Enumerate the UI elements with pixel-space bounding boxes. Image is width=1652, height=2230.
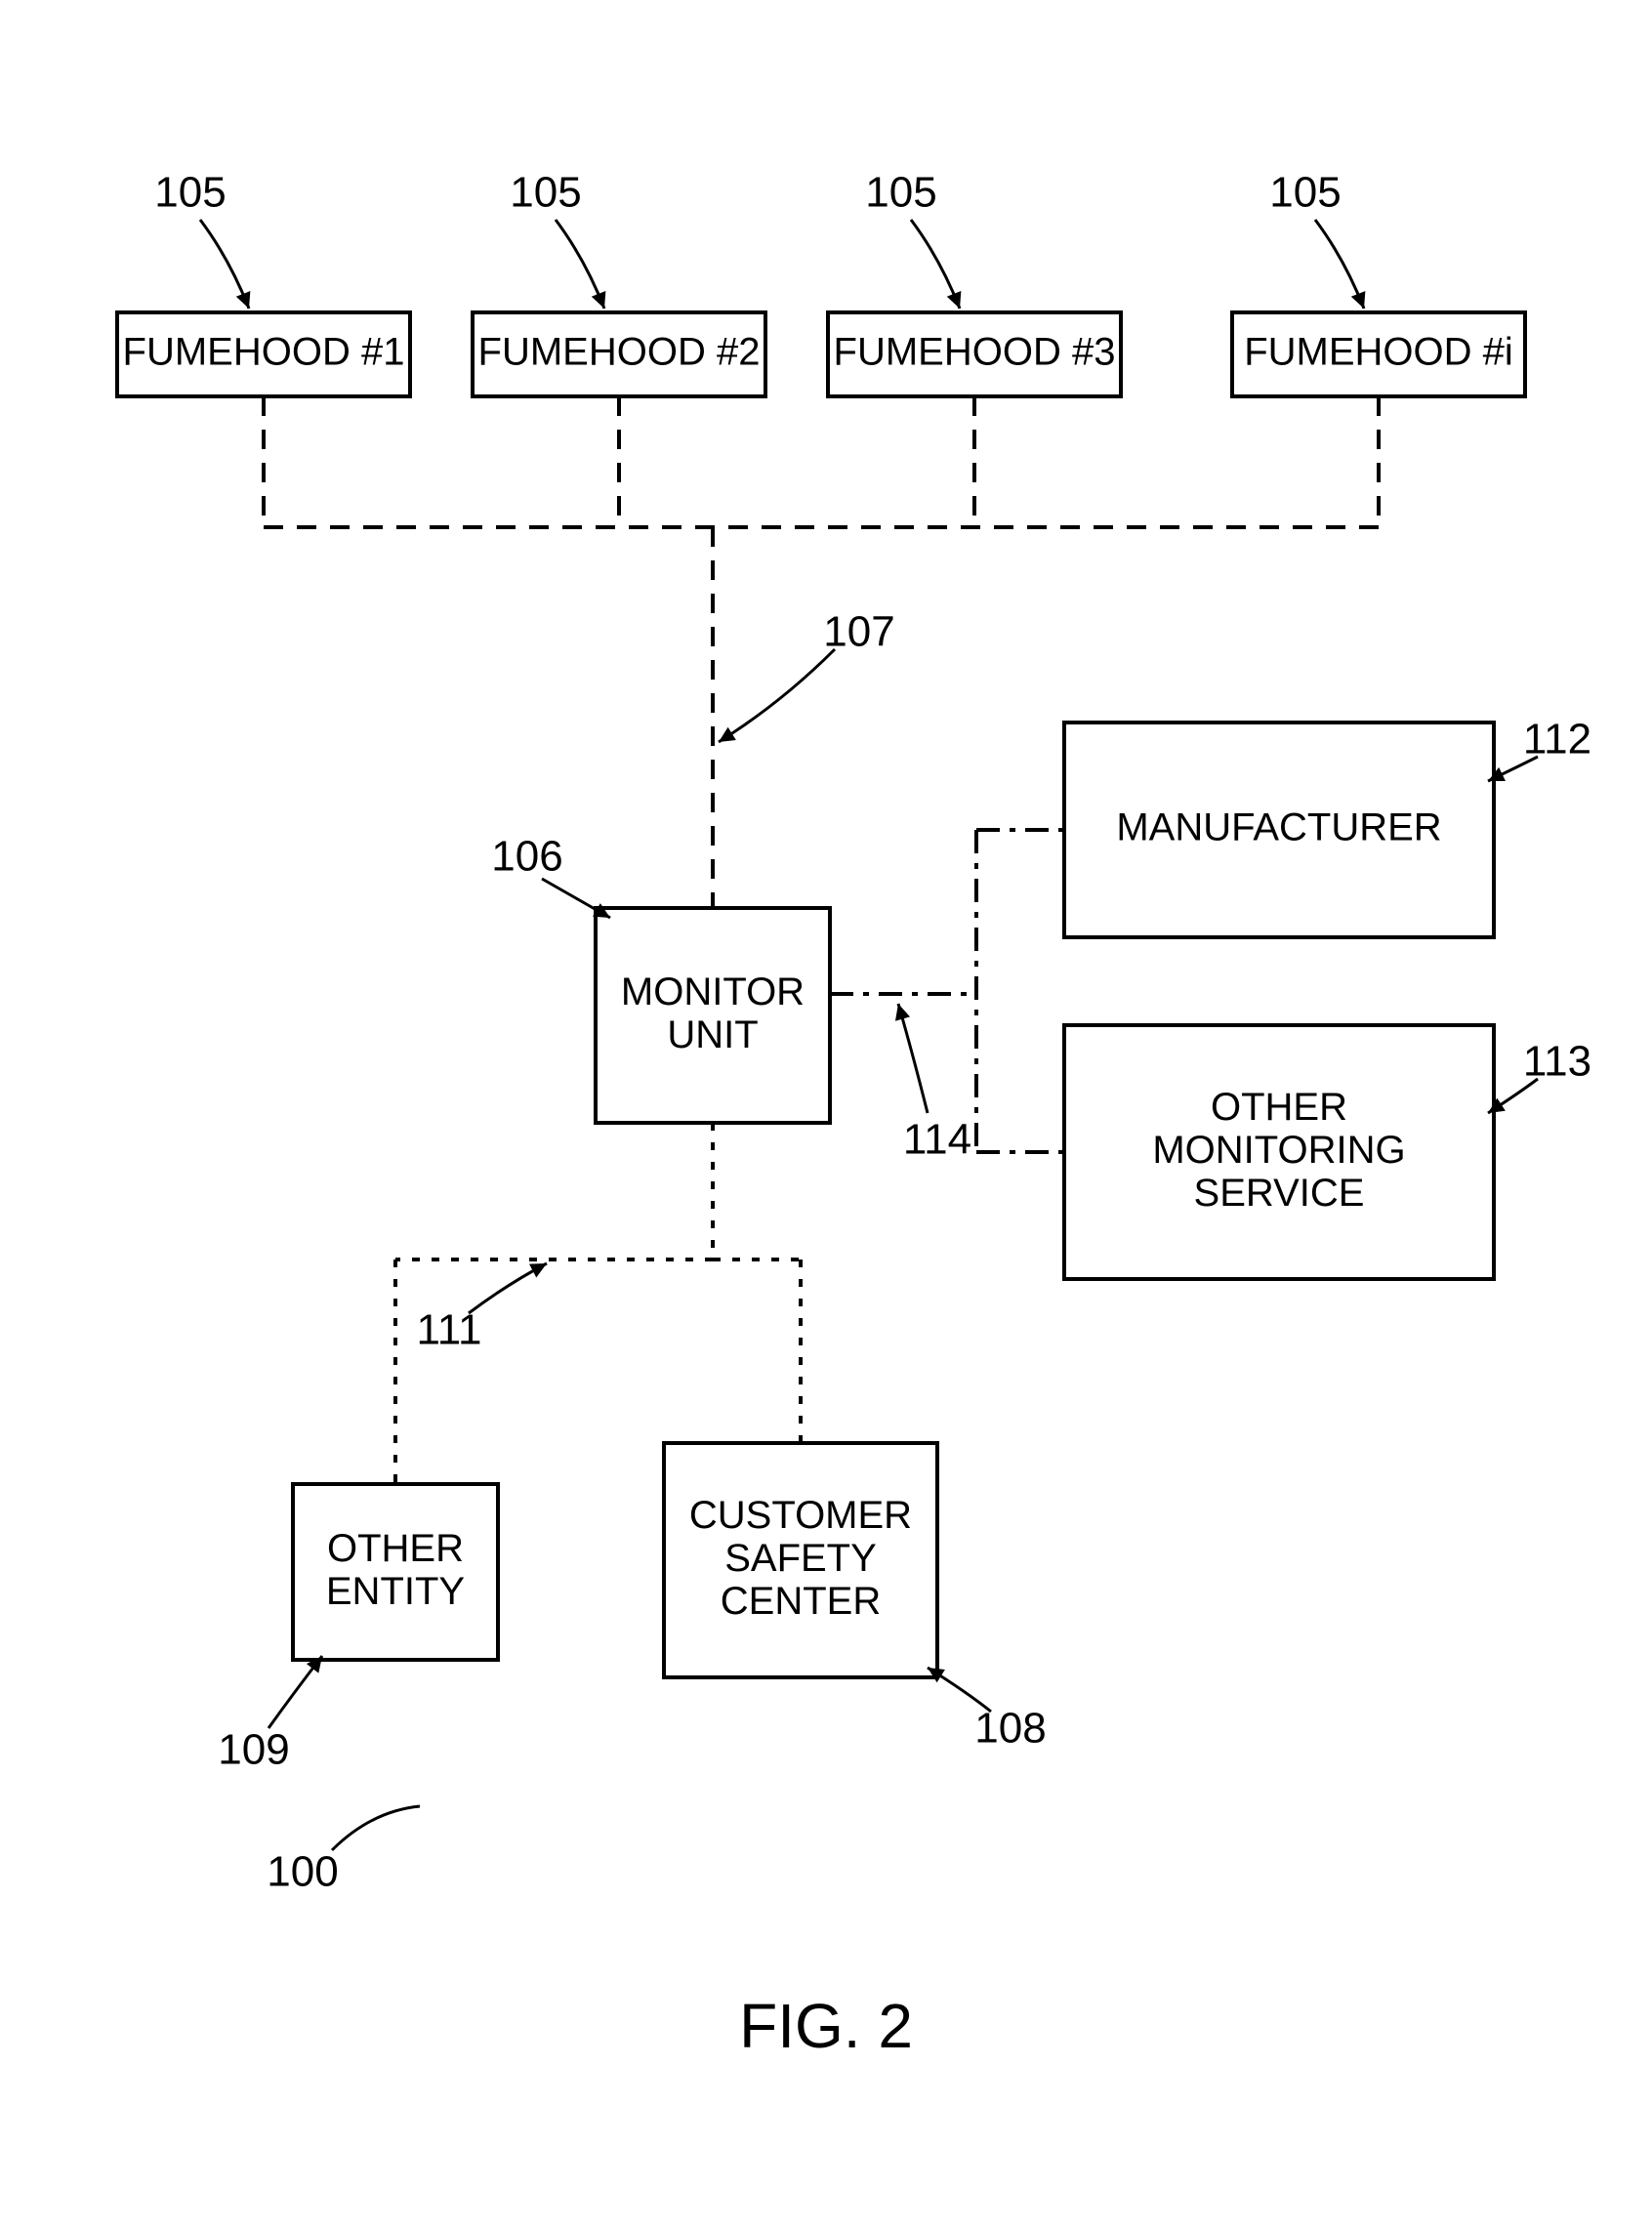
monitor-box: MONITORUNIT <box>596 908 830 1123</box>
ref-105 <box>911 220 961 309</box>
svg-text:105: 105 <box>1269 169 1341 217</box>
svg-text:105: 105 <box>510 169 581 217</box>
svg-text:FIG. 2: FIG. 2 <box>739 1991 913 2061</box>
ref-108 <box>928 1668 991 1712</box>
custSafety-box: CUSTOMERSAFETYCENTER <box>664 1443 937 1677</box>
svg-text:FUMEHOOD #1: FUMEHOOD #1 <box>123 331 405 374</box>
svg-text:100: 100 <box>267 1848 338 1896</box>
manufacturer-box: MANUFACTURER <box>1064 723 1494 937</box>
svg-text:108: 108 <box>974 1705 1046 1753</box>
ref-106 <box>542 879 610 918</box>
svg-text:112: 112 <box>1523 716 1591 764</box>
svg-text:111: 111 <box>417 1306 482 1354</box>
fumehood3-box: FUMEHOOD #3 <box>828 312 1121 396</box>
ref-107 <box>719 649 835 742</box>
ref-105 <box>556 220 605 309</box>
otherEntity-box: OTHERENTITY <box>293 1484 498 1660</box>
svg-text:FUMEHOOD #3: FUMEHOOD #3 <box>834 331 1116 374</box>
svg-text:113: 113 <box>1523 1038 1591 1086</box>
fumehood2-box: FUMEHOOD #2 <box>473 312 765 396</box>
svg-text:FUMEHOOD #2: FUMEHOOD #2 <box>478 331 761 374</box>
ref-109 <box>268 1656 322 1728</box>
svg-text:109: 109 <box>218 1726 289 1774</box>
svg-text:107: 107 <box>823 608 894 656</box>
fumehood1-box: FUMEHOOD #1 <box>117 312 410 396</box>
svg-text:OTHERENTITY: OTHERENTITY <box>326 1527 465 1613</box>
ref-105 <box>1315 220 1365 309</box>
ref-111 <box>469 1263 547 1313</box>
svg-text:105: 105 <box>154 169 226 217</box>
svg-text:105: 105 <box>865 169 936 217</box>
svg-text:106: 106 <box>491 833 562 881</box>
svg-text:MANUFACTURER: MANUFACTURER <box>1116 806 1441 849</box>
svg-text:FUMEHOOD #i: FUMEHOOD #i <box>1244 331 1513 374</box>
otherMonSvc-box: OTHERMONITORINGSERVICE <box>1064 1025 1494 1279</box>
ref-114 <box>895 1004 928 1113</box>
fumehoodi-box: FUMEHOOD #i <box>1232 312 1525 396</box>
svg-text:114: 114 <box>903 1116 971 1164</box>
ref-105 <box>200 220 250 309</box>
